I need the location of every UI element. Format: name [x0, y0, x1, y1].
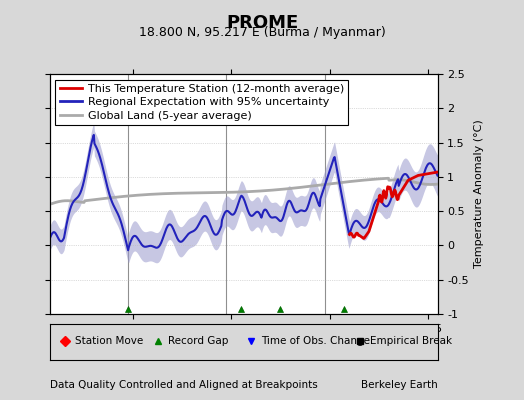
- Text: 18.800 N, 95.217 E (Burma / Myanmar): 18.800 N, 95.217 E (Burma / Myanmar): [139, 26, 385, 39]
- Text: PROME: PROME: [226, 14, 298, 32]
- Text: Record Gap: Record Gap: [168, 336, 228, 346]
- Text: Data Quality Controlled and Aligned at Breakpoints: Data Quality Controlled and Aligned at B…: [50, 380, 318, 390]
- Text: Station Move: Station Move: [75, 336, 143, 346]
- Legend: This Temperature Station (12-month average), Regional Expectation with 95% uncer: This Temperature Station (12-month avera…: [56, 80, 348, 125]
- Text: Time of Obs. Change: Time of Obs. Change: [261, 336, 370, 346]
- Text: Empirical Break: Empirical Break: [370, 336, 452, 346]
- Text: Berkeley Earth: Berkeley Earth: [361, 380, 438, 390]
- Y-axis label: Temperature Anomaly (°C): Temperature Anomaly (°C): [474, 120, 485, 268]
